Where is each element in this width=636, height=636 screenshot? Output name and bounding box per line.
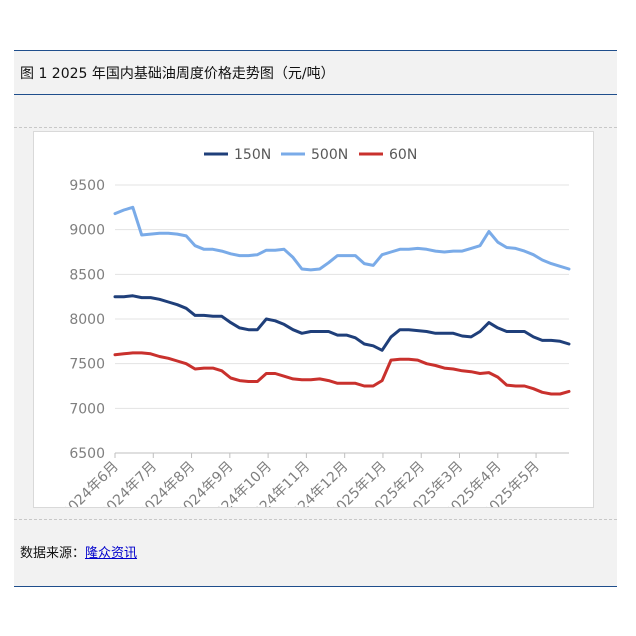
chart-card: 150N 500N 60N 6500 7000 7500 8000 8500 9000 9500… [33, 131, 594, 527]
y-tick-label: 7500 [69, 357, 105, 373]
series-line-60N [113, 351, 571, 396]
source-link[interactable]: 隆众资讯 [85, 546, 138, 561]
legend-label: 60N [389, 147, 417, 163]
legend-item-500N: 500N [281, 147, 348, 163]
data-source: 数据来源：隆众资讯 [20, 542, 137, 561]
series-line-500N [113, 205, 571, 272]
y-tick-label: 8000 [69, 312, 105, 328]
legend-label: 150N [234, 147, 271, 163]
y-tick-label: 7000 [69, 401, 105, 417]
y-tick-label: 6500 [69, 446, 105, 462]
chart-series [113, 205, 571, 396]
legend-label: 500N [311, 147, 348, 163]
divider [14, 127, 617, 128]
figure-frame: 图 1 2025 年国内基础油周度价格走势图（元/吨） 150N 500N 60N … [14, 50, 617, 587]
divider [14, 519, 617, 520]
legend-item-150N: 150N [204, 147, 271, 163]
y-axis: 6500 7000 7500 8000 8500 9000 9500 [69, 178, 105, 462]
chart-gridlines [115, 184, 569, 409]
y-tick-label: 9000 [69, 223, 105, 239]
line-chart: 150N 500N 60N 6500 7000 7500 8000 8500 9000 9500… [59, 147, 571, 527]
series-line-150N [113, 294, 571, 352]
source-label: 数据来源： [20, 546, 86, 561]
chart-legend: 150N 500N 60N [204, 147, 417, 163]
figure-caption: 图 1 2025 年国内基础油周度价格走势图（元/吨） [14, 51, 617, 95]
y-tick-label: 8500 [69, 267, 105, 283]
y-tick-label: 9500 [69, 178, 105, 194]
caption-text: 图 1 2025 年国内基础油周度价格走势图（元/吨） [20, 66, 335, 82]
legend-item-60N: 60N [359, 147, 417, 163]
x-axis: 2024年6月2024年7月2024年8月2024年9月2024年10月2024… [59, 452, 569, 527]
